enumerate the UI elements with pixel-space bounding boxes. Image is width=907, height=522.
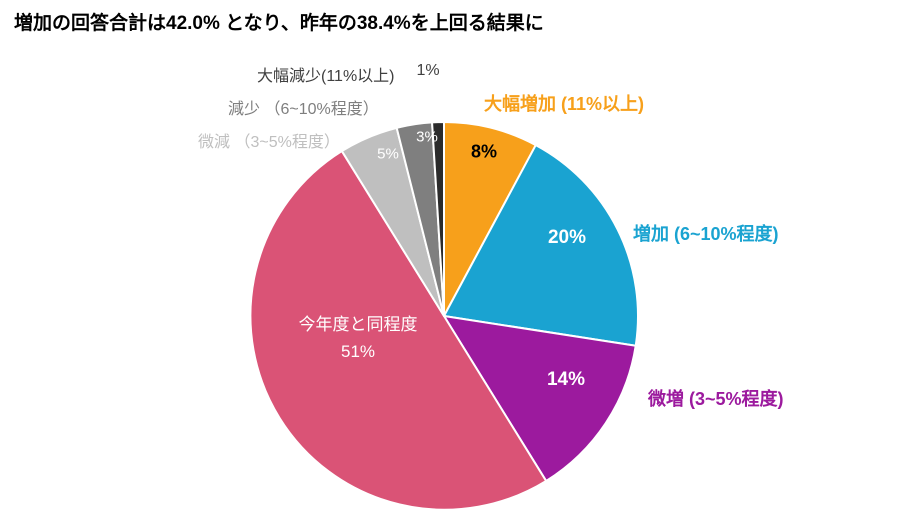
pie-chart bbox=[249, 121, 639, 511]
pie-slice-3 bbox=[249, 150, 548, 511]
pie-slice-0 bbox=[443, 121, 537, 317]
callout-large-decrease: 大幅減少(11%以上) 1% bbox=[257, 62, 440, 86]
chart-title: 増加の回答合計は42.0% となり、昨年の38.4%を上回る結果に bbox=[14, 13, 544, 34]
callout-slight-decrease: 微減 （3~5%程度） bbox=[198, 134, 340, 151]
callout-increase: 増加 (6~10%程度) bbox=[633, 224, 779, 244]
value-label-same-level-name: 今年度と同程度 bbox=[298, 314, 418, 334]
callout-large-decrease-value: 1% bbox=[416, 62, 440, 79]
pie-slice-1 bbox=[443, 144, 639, 347]
value-label-decrease: 3% bbox=[416, 128, 438, 146]
pie-slice-2 bbox=[443, 315, 637, 482]
pie-slice-6 bbox=[431, 121, 445, 317]
callout-decrease: 減少 （6~10%程度） bbox=[228, 101, 379, 118]
value-label-same-level: 今年度と同程度 51% bbox=[299, 311, 418, 365]
value-label-large-increase: 8% bbox=[470, 141, 498, 162]
value-label-slight-increase: 14% bbox=[546, 369, 586, 390]
callout-large-decrease-text: 大幅減少(11%以上) bbox=[257, 68, 395, 85]
callout-large-increase: 大幅増加 (11%以上) bbox=[484, 94, 645, 114]
value-label-increase: 20% bbox=[547, 227, 587, 248]
value-label-slight-decrease: 5% bbox=[377, 145, 399, 163]
value-label-same-level-value: 51% bbox=[340, 342, 376, 361]
callout-slight-increase: 微増 (3~5%程度) bbox=[648, 389, 784, 409]
